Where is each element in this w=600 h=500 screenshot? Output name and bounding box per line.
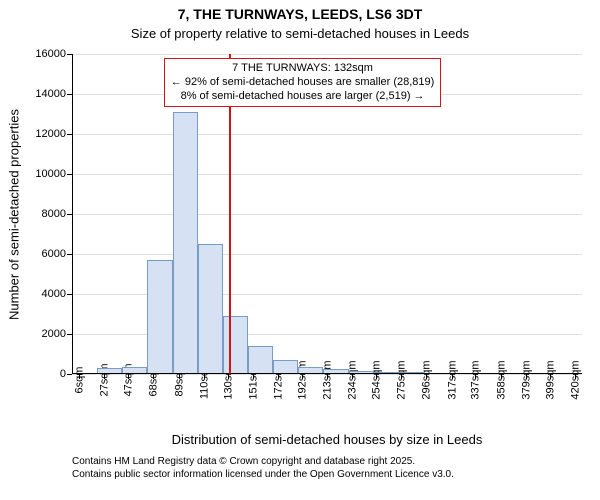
annotation-line1: 7 THE TURNWAYS: 132sqm: [171, 62, 435, 76]
x-tick-label: 275sqm: [396, 360, 408, 399]
grid-line: [72, 134, 582, 135]
annotation-line3: 8% of semi-detached houses are larger (2…: [171, 90, 435, 104]
chart-container: 7, THE TURNWAYS, LEEDS, LS6 3DT Size of …: [0, 0, 600, 500]
annotation-line2: ← 92% of semi-detached houses are smalle…: [171, 76, 435, 90]
x-tick-label: 399sqm: [544, 360, 556, 399]
x-axis-line: [72, 373, 582, 374]
y-axis-line: [72, 54, 73, 374]
histogram-bar: [248, 346, 273, 374]
y-tick-label: 4000: [42, 288, 66, 300]
y-tick-label: 12000: [35, 128, 66, 140]
footer-line-2: Contains public sector information licen…: [72, 469, 454, 482]
histogram-bar: [173, 112, 198, 374]
y-tick-label: 8000: [42, 208, 66, 220]
histogram-bar: [198, 244, 223, 374]
grid-line: [72, 254, 582, 255]
y-axis-title: Number of semi-detached properties: [7, 55, 22, 375]
y-tick-label: 14000: [35, 88, 66, 100]
histogram-bar: [223, 316, 248, 374]
x-tick-label: 254sqm: [371, 360, 383, 399]
x-tick-label: 317sqm: [446, 360, 458, 399]
chart-title: 7, THE TURNWAYS, LEEDS, LS6 3DT: [0, 6, 600, 22]
histogram-bar: [273, 360, 298, 374]
grid-line: [72, 214, 582, 215]
x-tick-label: 358sqm: [495, 360, 507, 399]
grid-line: [72, 54, 582, 55]
x-tick-label: 420sqm: [569, 360, 581, 399]
plot-area: 02000400060008000100001200014000160006sq…: [72, 54, 582, 374]
x-tick-label: 337sqm: [470, 360, 482, 399]
y-tick-mark: [67, 374, 72, 375]
y-tick-label: 6000: [42, 248, 66, 260]
x-tick-label: 234sqm: [347, 360, 359, 399]
x-tick-label: 379sqm: [520, 360, 532, 399]
y-tick-label: 2000: [42, 328, 66, 340]
annotation-box: 7 THE TURNWAYS: 132sqm← 92% of semi-deta…: [164, 58, 442, 107]
footer-line-1: Contains HM Land Registry data © Crown c…: [72, 456, 454, 469]
histogram-bar: [147, 260, 172, 374]
x-axis-title: Distribution of semi-detached houses by …: [72, 432, 582, 447]
footer-attribution: Contains HM Land Registry data © Crown c…: [72, 456, 454, 481]
chart-subtitle: Size of property relative to semi-detach…: [0, 26, 600, 41]
x-tick-label: 296sqm: [421, 360, 433, 399]
grid-line: [72, 174, 582, 175]
x-tick-label: 6sqm: [74, 367, 86, 394]
y-tick-label: 10000: [35, 168, 66, 180]
y-tick-label: 16000: [35, 48, 66, 60]
y-tick-label: 0: [60, 368, 66, 380]
